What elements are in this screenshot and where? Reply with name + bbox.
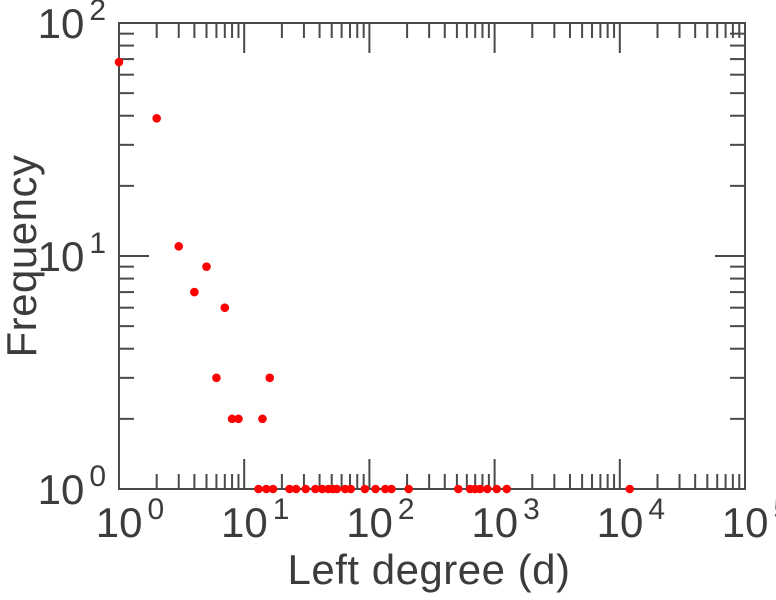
- x-tick-labels: 100 101 102 103 104 105: [96, 493, 776, 546]
- data-point: [371, 484, 380, 494]
- data-point: [483, 484, 492, 494]
- data-point: [268, 484, 278, 494]
- data-point: [174, 242, 184, 251]
- data-point: [360, 484, 370, 494]
- x-tick-label: 10 0: [96, 493, 164, 546]
- data-point: [261, 484, 271, 494]
- data-point: [190, 287, 199, 297]
- data-point: [475, 484, 485, 494]
- data-point: [301, 484, 311, 494]
- data-point: [381, 484, 390, 494]
- data-point: [212, 373, 221, 383]
- data-point: [492, 484, 502, 494]
- data-point: [265, 373, 275, 383]
- data-point: [332, 484, 342, 494]
- data-point: [220, 303, 230, 312]
- data-point: [114, 57, 124, 67]
- data-point: [291, 484, 301, 494]
- data-point: [285, 484, 294, 494]
- data-point: [258, 414, 267, 424]
- x-tick-label: 105: [722, 493, 776, 546]
- data-point: [346, 484, 356, 494]
- data-point: [317, 484, 327, 494]
- data-point: [311, 484, 320, 494]
- x-tick-label: 10 3: [471, 493, 539, 546]
- x-tick-label: 10 2: [346, 493, 414, 546]
- y-tick-label: 10 0: [38, 460, 106, 513]
- data-point: [454, 484, 463, 494]
- data-point: [625, 484, 635, 494]
- data-point: [404, 484, 413, 494]
- x-axis-title: Left degree (d): [287, 546, 570, 593]
- y-axis-title: Frequency: [0, 155, 45, 358]
- y-tick-label: 10 2: [38, 0, 106, 47]
- data-point: [387, 484, 396, 494]
- plot-frame: [118, 22, 746, 490]
- x-tick-label: 10 4: [597, 493, 665, 546]
- data-point: [152, 113, 161, 123]
- data-point: [227, 414, 237, 424]
- x-tick-label: 10 1: [221, 493, 289, 546]
- data-point: [234, 414, 243, 424]
- data-points: [114, 57, 635, 494]
- data-point: [502, 484, 512, 494]
- y-tick-label: 10 1: [38, 227, 106, 280]
- data-point: [254, 484, 263, 494]
- axis-ticks: [118, 22, 746, 490]
- data-point: [202, 262, 211, 271]
